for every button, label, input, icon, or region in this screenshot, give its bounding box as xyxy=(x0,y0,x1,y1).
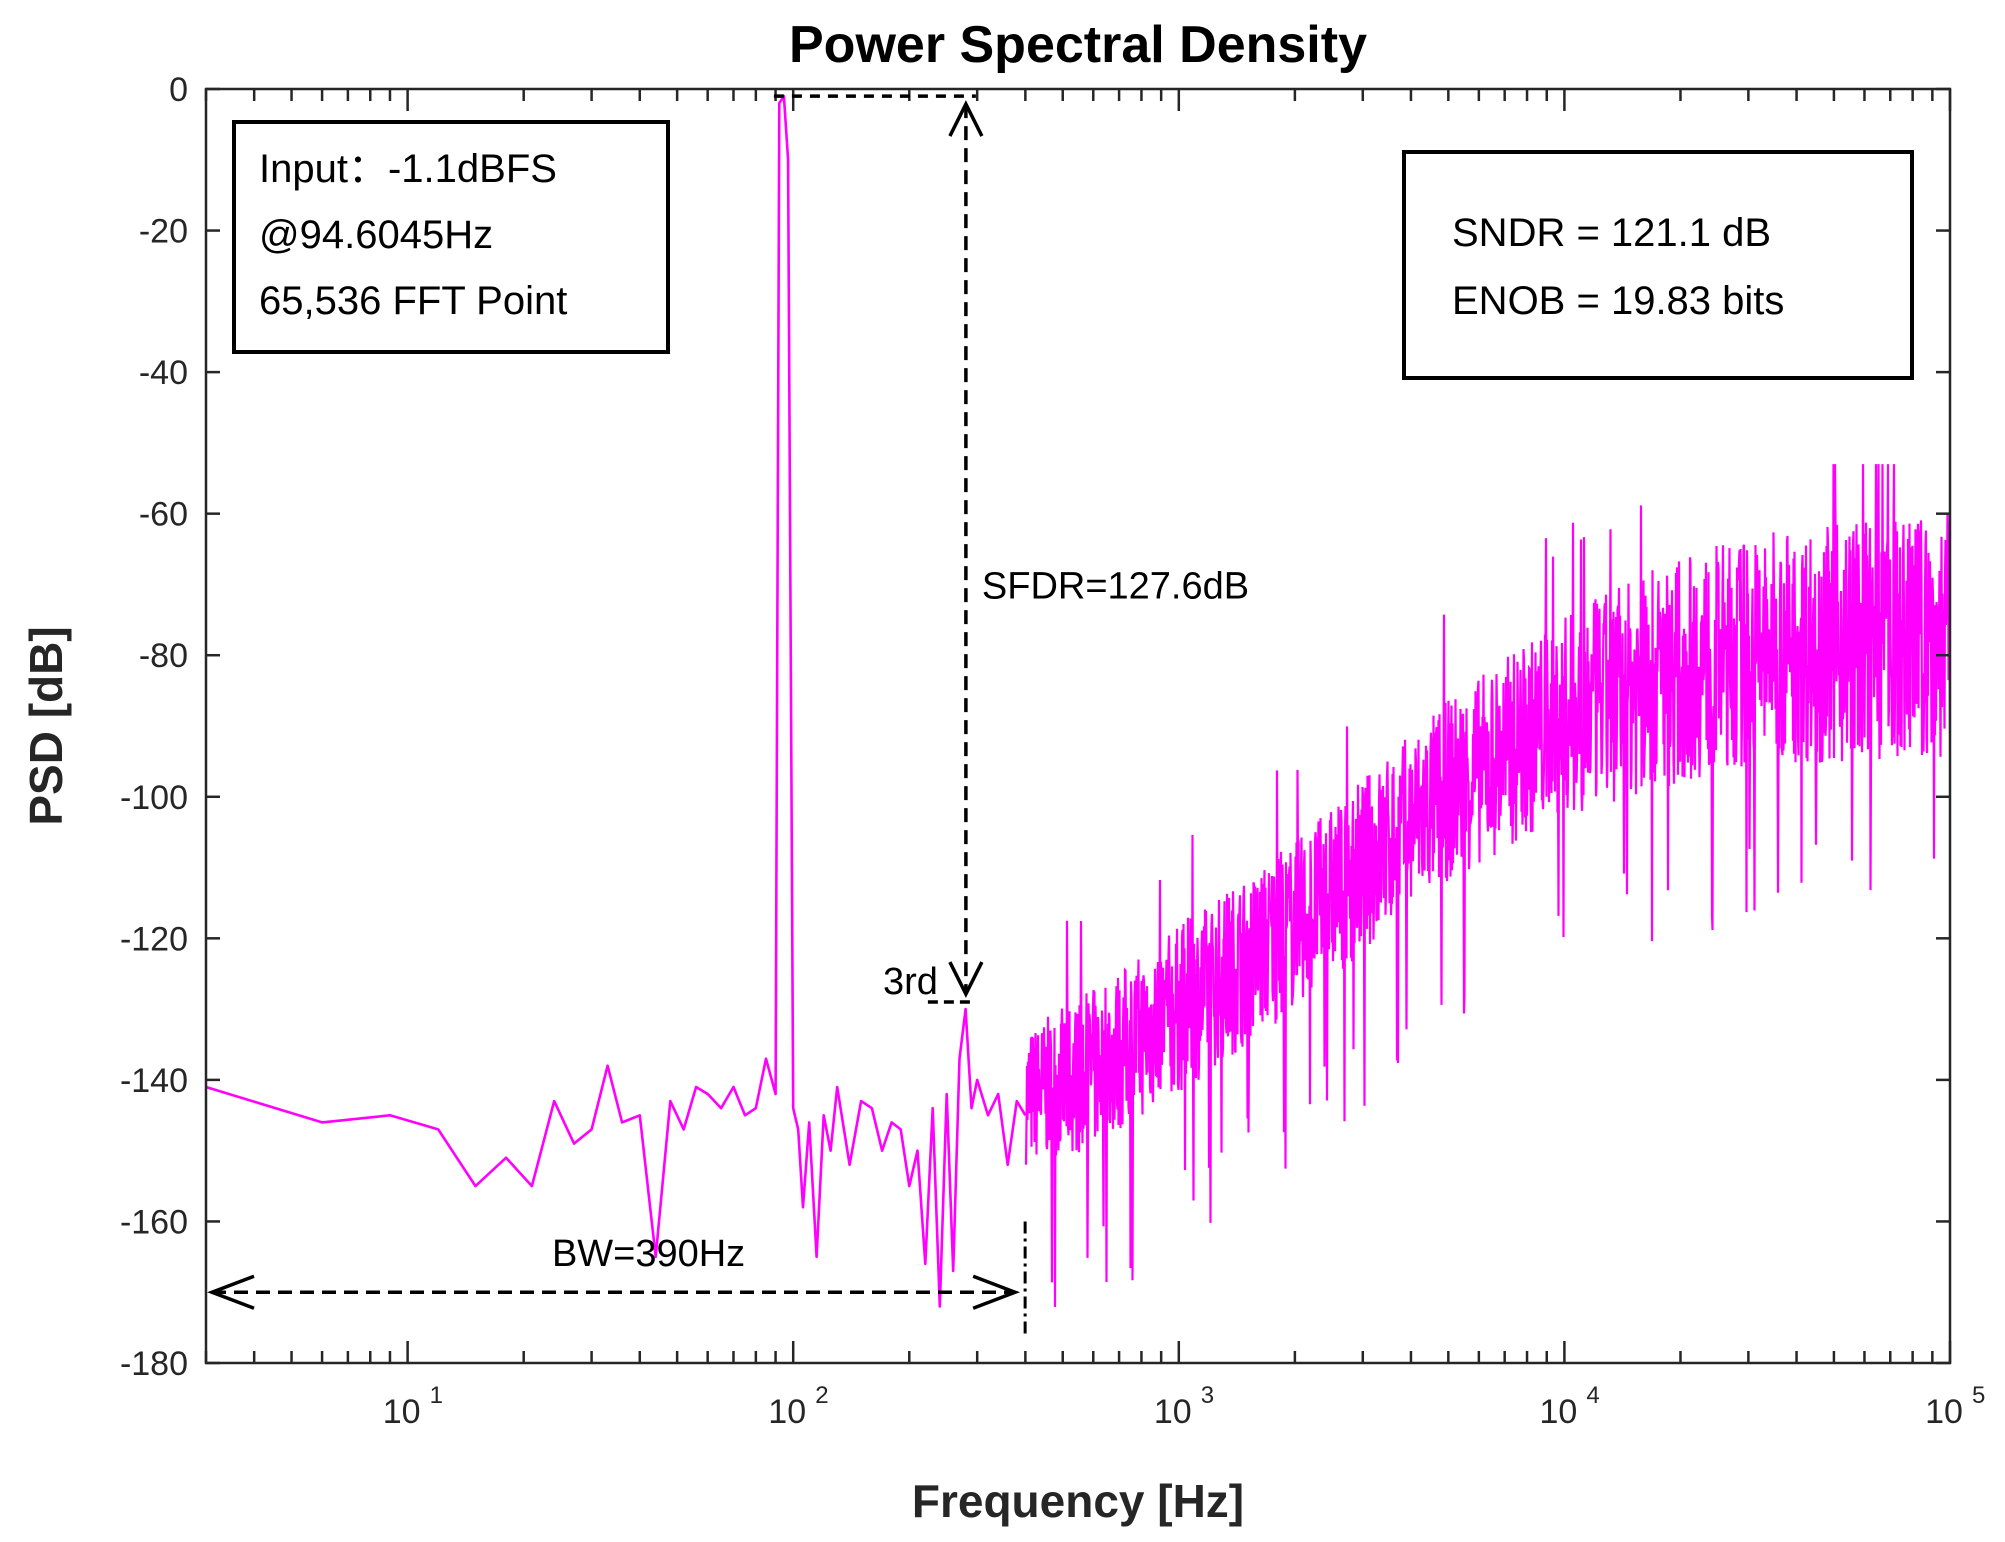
bw-arrowhead-right xyxy=(972,1274,1021,1310)
y-tick-label: -120 xyxy=(120,920,188,958)
y-axis-ticks: 0 -20 -40 -60 -80 -100 -120 -140 -160 -180 xyxy=(120,71,1950,1383)
input-box-frame xyxy=(232,120,670,354)
input-box-line1: Input：-1.1dBFS xyxy=(259,147,557,191)
input-box-line3: 65,536 FFT Point xyxy=(259,279,567,323)
noise-floor-band xyxy=(1024,464,1950,1308)
y-axis-label: PSD [dB] xyxy=(20,626,72,825)
bw-label: BW=390Hz xyxy=(552,1233,745,1275)
third-harmonic-label: 3rd xyxy=(883,961,938,1003)
y-tick-label: -80 xyxy=(139,637,188,675)
y-tick-label: -40 xyxy=(139,354,188,392)
input-box-line2: @94.6045Hz xyxy=(259,213,493,257)
y-tick-label: -160 xyxy=(120,1203,188,1241)
result-box-frame xyxy=(1402,150,1914,380)
x-axis-label: Frequency [Hz] xyxy=(912,1475,1244,1527)
result-info-box: SNDR = 121.1 dB ENOB = 19.83 bits xyxy=(1402,150,1914,380)
psd-series-line xyxy=(206,94,1027,1308)
x-tick-label: 10 xyxy=(1925,1393,1963,1431)
x-tick-exponent: 4 xyxy=(1586,1382,1599,1409)
y-tick-label: -180 xyxy=(120,1345,188,1383)
input-info-box: Input：-1.1dBFS @94.6045Hz 65,536 FFT Poi… xyxy=(232,120,670,354)
x-axis-ticks: 10 1 10 2 10 3 10 4 10 5 xyxy=(204,89,1985,1431)
chart-title: Power Spectral Density xyxy=(789,16,1367,74)
y-tick-label: -140 xyxy=(120,1062,188,1100)
x-tick-label: 10 xyxy=(1154,1393,1192,1431)
sfdr-label: SFDR=127.6dB xyxy=(982,565,1249,607)
psd-series xyxy=(206,94,1027,1308)
y-tick-label: 0 xyxy=(169,71,188,109)
y-tick-label: -20 xyxy=(139,213,188,251)
result-box-line1: SNDR = 121.1 dB xyxy=(1452,211,1771,255)
bw-arrowhead-left xyxy=(207,1274,255,1310)
x-tick-label: 10 xyxy=(768,1393,806,1431)
x-tick-label: 10 xyxy=(383,1393,421,1431)
x-tick-exponent: 1 xyxy=(430,1382,443,1409)
x-tick-exponent: 3 xyxy=(1201,1382,1214,1409)
result-box-line2: ENOB = 19.83 bits xyxy=(1452,279,1784,323)
y-tick-label: -60 xyxy=(139,496,188,534)
bw-annotation: BW=390Hz xyxy=(207,1221,1027,1335)
y-tick-label: -100 xyxy=(120,779,188,817)
plot-frame xyxy=(204,87,1952,1365)
noise-floor-trace xyxy=(1024,464,1950,1308)
sfdr-arrowhead-down xyxy=(948,961,984,998)
sfdr-arrowhead-up xyxy=(948,100,984,137)
sfdr-annotation: SFDR=127.6dB 3rd xyxy=(773,94,1249,1004)
x-tick-exponent: 5 xyxy=(1972,1382,1985,1409)
x-tick-label: 10 xyxy=(1539,1393,1577,1431)
x-tick-exponent: 2 xyxy=(815,1382,828,1409)
